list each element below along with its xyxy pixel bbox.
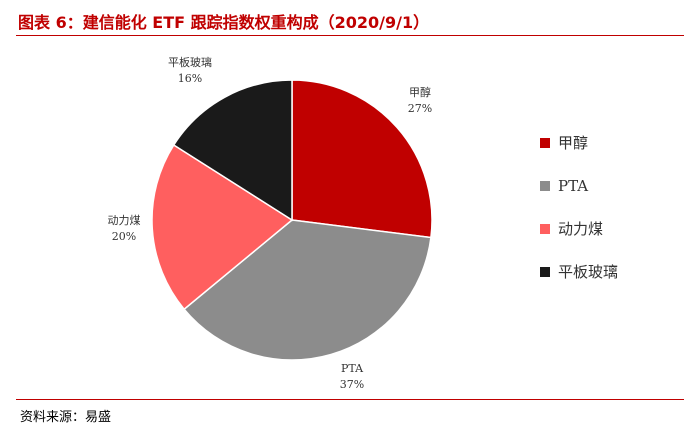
legend-swatch [540,138,550,148]
legend-label: 甲醇 [558,134,588,152]
legend-label: 平板玻璃 [558,263,618,281]
slice-value-label: 37% [340,378,364,391]
legend-label: PTA [558,177,588,195]
slice-value-label: 16% [178,72,202,85]
legend-swatch [540,267,550,277]
pie-slice-1 [291,79,433,239]
source-note: 资料来源：易盛 [20,410,112,425]
slice-category-label: PTA [341,362,364,375]
source-divider [16,399,684,400]
slice-category-label: 动力煤 [108,214,141,227]
pie-labels: 甲醇 27% PTA 37% 动力煤 20% 平板玻璃 16% [108,55,433,391]
title-divider [16,35,684,36]
pie-slice-2 [183,219,432,361]
legend-swatch [540,181,550,191]
legend-swatch [540,224,550,234]
slice-category-label: 平板玻璃 [168,55,212,69]
figure-title: 图表 6：建信能化 ETF 跟踪指数权重构成（2020/9/1） [18,13,430,32]
pie-slices [151,79,433,361]
pie-slice-4 [172,79,293,222]
slice-category-label: 甲醇 [409,85,431,99]
slice-value-label: 20% [112,230,136,243]
pie-slice-3 [151,143,294,311]
slice-value-label: 27% [408,102,432,115]
legend-label: 动力煤 [558,220,603,238]
